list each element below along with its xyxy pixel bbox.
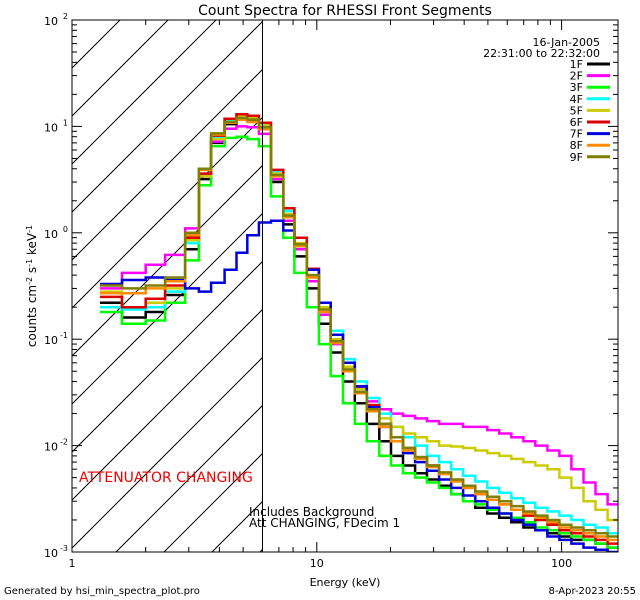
plot-frame [71,19,619,553]
attenuator-hatch-region [72,20,263,552]
y-tick-exponent: -3 [60,544,68,553]
legend-time-range: 22:31:00 to 22:32:00 [483,47,600,60]
y-tick-label: 10 [44,121,58,134]
y-tick-exponent: -2 [60,438,68,447]
legend: 16-Jan-2005 22:31:00 to 22:32:00 1F2F3F4… [483,36,610,164]
y-tick-label: 10 [44,15,58,28]
hatch-line [72,164,263,357]
series-line-2f [99,125,618,506]
series-line-7f [99,219,618,552]
legend-label-1f: 1F [570,58,583,71]
hatch-line [72,68,263,261]
x-tick-label: 1 [69,557,76,570]
y-tick-exponent: 1 [63,118,68,127]
hatch-line [72,20,217,165]
y-tick-label: 10 [44,334,58,347]
series-line-5f [99,114,618,522]
y-tick-exponent: 0 [63,225,68,234]
attenuator-changing-label: ATTENUATOR CHANGING [79,470,253,486]
legend-label-7f: 7F [570,128,583,141]
legend-label-8f: 8F [570,139,583,152]
legend-label-4f: 4F [570,93,583,106]
series-group [99,113,618,552]
series-line-9f [99,116,618,538]
y-tick-exponent: 2 [63,12,68,21]
legend-date: 16-Jan-2005 [533,36,601,49]
x-tick-label: 10 [310,557,324,570]
hatch-line [72,20,263,213]
hatch-line [72,116,263,309]
x-tick-label: 100 [551,557,572,570]
hatch-line [72,308,263,501]
legend-label-2f: 2F [570,70,583,83]
footer-generator: Generated by hsi_min_spectra_plot.pro [4,586,200,597]
background-note: Includes Background [249,505,374,519]
y-tick-label: 10 [44,547,58,560]
hatch-line [72,356,263,549]
hatch-line [115,404,263,552]
legend-label-5f: 5F [570,104,583,117]
y-tick-exponent: -1 [60,331,68,340]
x-axis-label: Energy (keV) [310,576,381,589]
y-tick-label: 10 [44,441,58,454]
legend-label-9f: 9F [570,151,583,164]
hatch-line [72,20,169,117]
hatch-line [163,452,263,552]
hatch-line [72,260,263,453]
legend-label-3f: 3F [570,81,583,94]
y-tick-label: 10 [44,228,58,241]
chart-title: Count Spectra for RHESSI Front Segments [198,3,492,19]
y-axis-label: counts cm-2 s-1 keV-1 [25,225,39,347]
hatch-line [72,212,263,405]
footer-timestamp: 8-Apr-2023 20:55 [549,586,636,597]
legend-label-6f: 6F [570,116,583,129]
att-status-note: Att CHANGING, FDecim 1 [249,516,400,530]
